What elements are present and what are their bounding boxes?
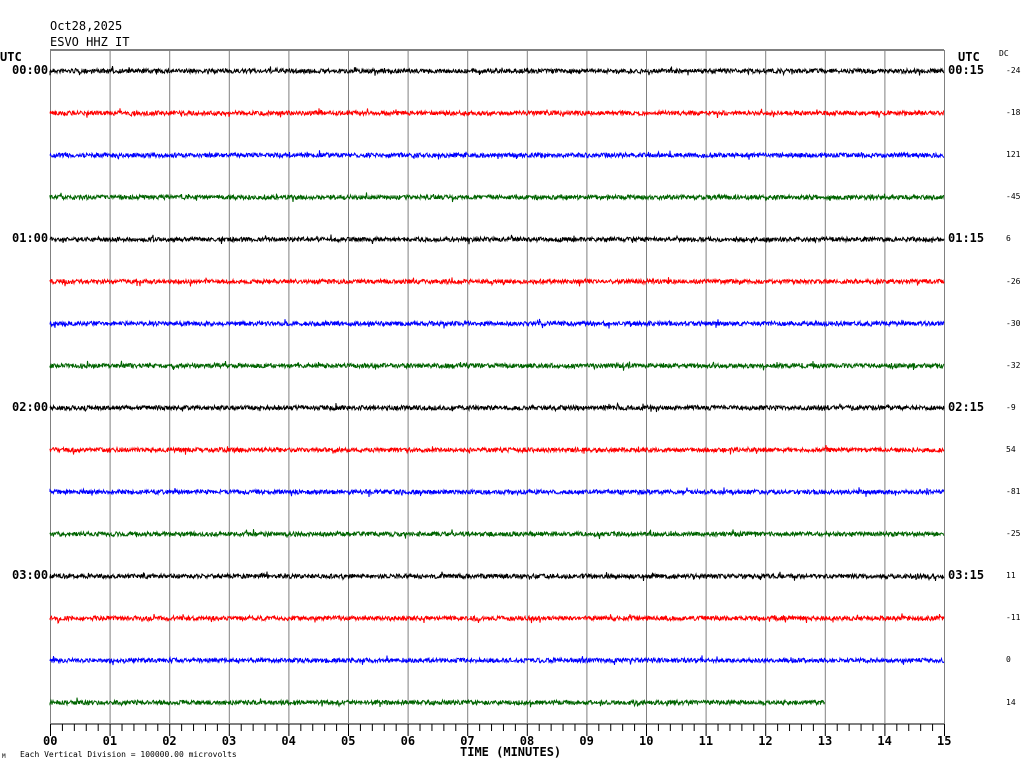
seismic-trace xyxy=(49,66,945,77)
seismic-trace xyxy=(49,150,945,160)
seismic-trace xyxy=(49,529,945,540)
seismic-trace xyxy=(49,192,945,203)
dc-offset-label: -81 xyxy=(1006,487,1021,496)
seismic-trace xyxy=(49,234,945,245)
dc-offset-label: 6 xyxy=(1006,234,1011,244)
x-tick-label: 00 xyxy=(43,734,58,748)
x-tick-label: 11 xyxy=(698,734,714,748)
dc-offset-label: 11 xyxy=(1006,571,1016,581)
dc-offset-label: -18 xyxy=(1006,108,1021,118)
seismic-trace xyxy=(49,487,945,497)
seismic-trace xyxy=(49,318,945,329)
x-tick-label: 15 xyxy=(937,734,952,748)
dc-offset-label: 121 xyxy=(1006,150,1021,160)
x-tick-label: 14 xyxy=(877,734,892,748)
x-tick-label: 04 xyxy=(281,734,296,748)
dc-offset-label: -30 xyxy=(1006,318,1021,328)
left-time-label: 03:00 xyxy=(12,568,49,583)
dc-offset-label: -9 xyxy=(1006,402,1016,412)
station-label: ESVO HHZ IT xyxy=(50,35,130,49)
x-tick-label: 10 xyxy=(639,734,654,748)
right-time-label: 02:15 xyxy=(948,399,985,414)
dc-offset-label: 54 xyxy=(1006,444,1016,454)
seismic-trace xyxy=(49,445,945,455)
right-axis-title: UTC xyxy=(958,50,980,64)
seismic-trace xyxy=(49,655,945,666)
dc-offset-label: -24 xyxy=(1006,66,1021,75)
x-axis-label: TIME (MINUTES) xyxy=(460,745,562,759)
x-tick-label: 02 xyxy=(162,734,177,748)
scale-note: Each Vertical Division = 100000.00 micro… xyxy=(20,750,237,759)
dc-offset-label: -11 xyxy=(1006,613,1021,623)
x-tick-label: 13 xyxy=(817,734,833,748)
x-tick-label: 03 xyxy=(221,734,237,748)
dc-offset-label: 14 xyxy=(1006,697,1016,707)
left-time-label: 01:00 xyxy=(12,231,49,246)
right-time-label: 00:15 xyxy=(948,63,985,77)
x-tick-label: 12 xyxy=(758,734,773,748)
dc-offset-label: -26 xyxy=(1006,276,1021,286)
x-tick-label: 06 xyxy=(400,734,416,748)
dc-title: DC xyxy=(999,49,1009,58)
dc-offset-label: 0 xyxy=(1006,655,1011,665)
left-axis-title: UTC xyxy=(0,50,22,64)
dc-offset-label: -25 xyxy=(1006,529,1021,539)
left-time-label: 00:00 xyxy=(12,63,49,77)
x-tick-label: 07 xyxy=(460,734,475,748)
x-tick-label: 08 xyxy=(519,734,535,748)
right-time-label: 03:15 xyxy=(948,568,985,583)
seismic-trace xyxy=(49,108,944,118)
right-time-label: 01:15 xyxy=(948,231,985,246)
x-tick-label: 09 xyxy=(579,734,594,748)
x-tick-label: 05 xyxy=(341,734,356,748)
x-tick-label: 01 xyxy=(102,734,118,748)
date-label: Oct28,2025 xyxy=(50,19,123,33)
seismic-trace xyxy=(49,697,825,708)
seismic-trace xyxy=(49,277,945,287)
corner-mark: M xyxy=(2,753,6,760)
seismic-trace xyxy=(49,571,945,582)
dc-offset-label: -32 xyxy=(1006,360,1021,370)
seismic-trace xyxy=(49,401,945,413)
left-time-label: 02:00 xyxy=(12,399,49,414)
dc-offset-label: -45 xyxy=(1006,192,1021,202)
seismic-trace xyxy=(49,360,945,371)
seismic-trace xyxy=(49,613,945,624)
